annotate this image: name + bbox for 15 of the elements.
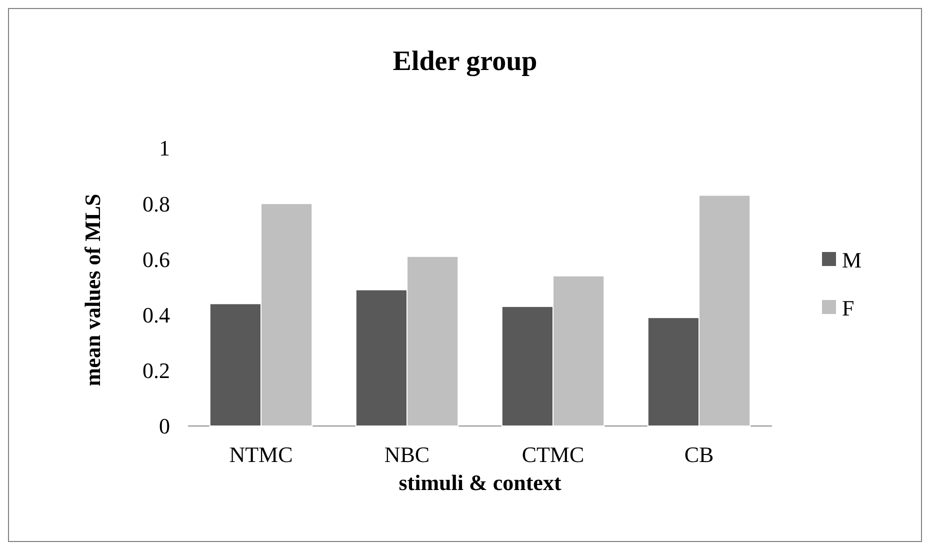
x-tick-label: NTMC xyxy=(229,442,293,467)
legend-label: F xyxy=(842,296,854,321)
x-tick-label: CB xyxy=(684,442,714,467)
x-tick-label: NBC xyxy=(384,442,430,467)
y-tick-label: 0.8 xyxy=(142,191,170,216)
y-tick-label: 0.4 xyxy=(142,302,170,328)
legend-label: M xyxy=(842,248,862,273)
y-tick-label: 0.2 xyxy=(142,358,170,384)
x-axis-title: stimuli & context xyxy=(398,470,562,495)
y-tick-label: 0.6 xyxy=(142,246,170,272)
y-tick-label: 1 xyxy=(159,136,170,161)
x-tick-label: CTMC xyxy=(522,442,584,467)
y-tick-label: 0 xyxy=(159,414,170,439)
y-axis-title: mean values of MLS xyxy=(80,194,105,386)
chart-title: Elder group xyxy=(392,46,538,77)
